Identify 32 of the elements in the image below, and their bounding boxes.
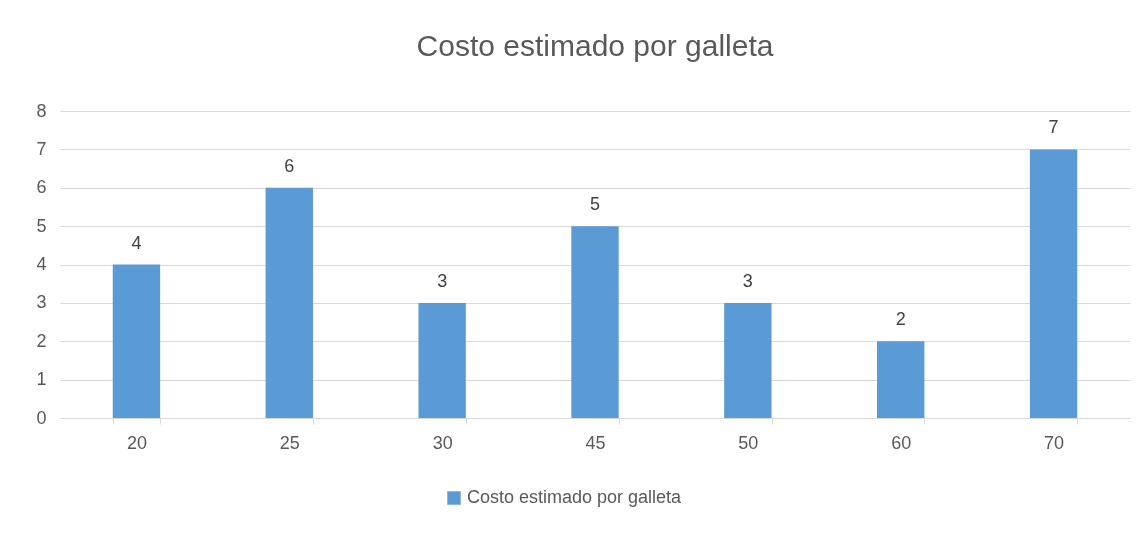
data-label: 4	[131, 232, 142, 253]
bar	[265, 187, 313, 418]
chart-title: Costo estimado por galleta	[416, 29, 774, 62]
y-tick-label: 8	[36, 100, 47, 121]
y-tick-label: 2	[36, 330, 47, 351]
bar	[1029, 149, 1078, 418]
bar	[112, 264, 161, 418]
y-tick-label: 5	[36, 215, 47, 236]
data-label: 2	[895, 309, 906, 330]
x-tick-label: 25	[279, 432, 300, 453]
data-label: 3	[437, 270, 448, 291]
bar	[724, 302, 772, 418]
x-tick-label: 50	[738, 432, 759, 453]
data-label: 6	[284, 155, 295, 176]
bar	[418, 302, 466, 418]
y-tick-label: 1	[36, 369, 47, 390]
x-tick-label: 20	[126, 432, 147, 453]
bar	[571, 226, 619, 418]
y-tick-label: 6	[36, 177, 47, 198]
x-tick-label: 60	[891, 432, 912, 453]
data-label: 7	[1048, 117, 1059, 138]
y-tick-label: 4	[36, 254, 47, 274]
data-label: 3	[742, 270, 753, 291]
x-tick-label: 30	[432, 432, 453, 453]
y-tick-label: 3	[36, 292, 47, 313]
x-tick-label: 70	[1044, 432, 1065, 453]
y-tick-label: 7	[36, 138, 47, 159]
data-label: 5	[589, 194, 601, 215]
y-tick-label: 0	[36, 407, 47, 428]
legend-label: Costo estimado por galleta	[467, 487, 683, 507]
bar	[877, 341, 925, 418]
x-tick-label: 45	[585, 432, 606, 453]
